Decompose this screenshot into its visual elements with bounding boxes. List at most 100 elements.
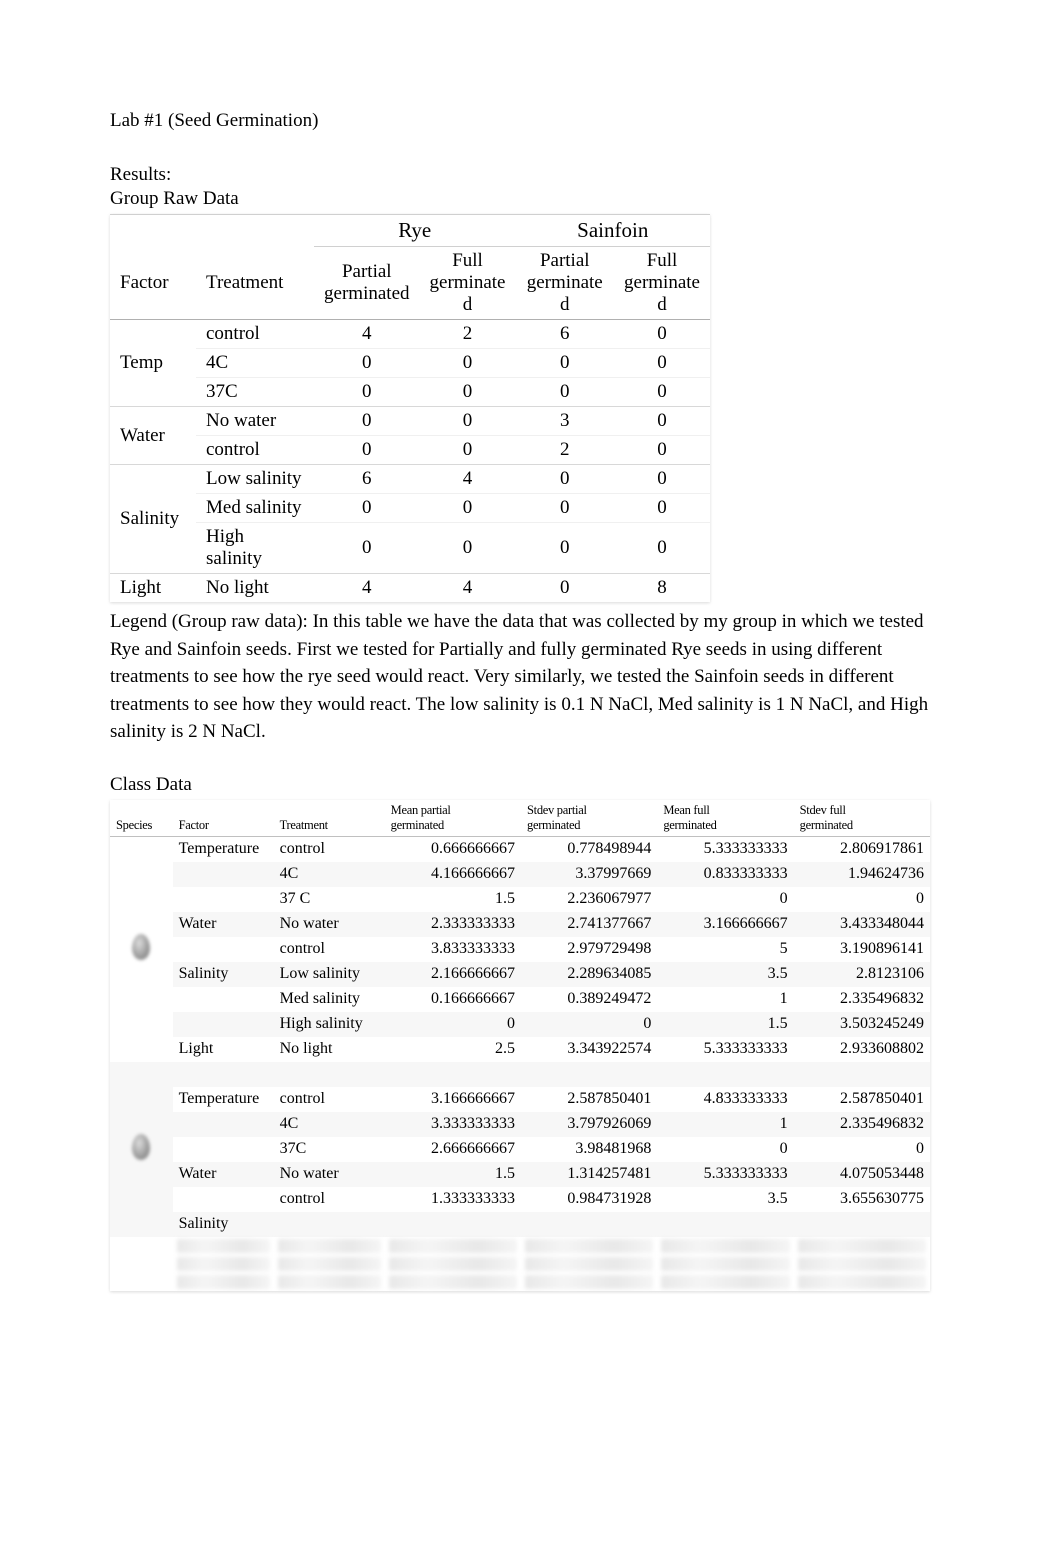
table-row: control1.3333333330.9847319283.53.655630…: [110, 1187, 930, 1212]
value-cell: 0.389249472: [521, 987, 657, 1012]
table-row: 37 C1.52.23606797700: [110, 887, 930, 912]
value-cell: 0: [515, 574, 614, 603]
value-cell: 1.5: [657, 1012, 793, 1037]
value-cell: 2.289634085: [521, 962, 657, 987]
class-data-label: Class Data: [110, 774, 962, 796]
treatment-cell: control: [196, 436, 314, 465]
treatment-cell: Low salinity: [196, 465, 314, 494]
value-cell: 0: [314, 523, 419, 574]
treatment-cell: 37 C: [274, 887, 385, 912]
treatment-cell: 37C: [196, 378, 314, 407]
value-cell: 0: [420, 349, 516, 378]
column-header: Full germinate d: [614, 247, 710, 320]
value-cell: 0: [420, 494, 516, 523]
treatment-cell: control: [274, 836, 385, 862]
value-cell: [521, 1212, 657, 1237]
value-cell: 0.984731928: [521, 1187, 657, 1212]
factor-cell: [173, 1137, 274, 1162]
value-cell: 0: [515, 465, 614, 494]
treatment-cell: Med salinity: [196, 494, 314, 523]
value-cell: 2.741377667: [521, 912, 657, 937]
table-row: 37C2.6666666673.9848196800: [110, 1137, 930, 1162]
species-cell: [110, 1062, 173, 1237]
value-cell: 0: [614, 523, 710, 574]
value-cell: 3.5: [657, 1187, 793, 1212]
factor-cell: [173, 887, 274, 912]
value-cell: [657, 1062, 793, 1087]
treatment-cell: Low salinity: [274, 962, 385, 987]
stdev-full-header: Stdev full germinated: [794, 800, 930, 837]
value-cell: [385, 1062, 521, 1087]
table-header-row: Factor Treatment Partial germinated Full…: [110, 247, 710, 320]
factor-cell: Salinity: [173, 962, 274, 987]
value-cell: 1.5: [385, 887, 521, 912]
value-cell: 0: [614, 349, 710, 378]
group-raw-data-table: Rye Sainfoin Factor Treatment Partial ge…: [110, 214, 710, 602]
value-cell: 2.806917861: [794, 836, 930, 862]
table-row: WaterNo water1.51.3142574815.3333333334.…: [110, 1162, 930, 1187]
value-cell: 3.343922574: [521, 1037, 657, 1062]
treatment-cell: 37C: [274, 1137, 385, 1162]
value-cell: 2.166666667: [385, 962, 521, 987]
value-cell: 4: [420, 574, 516, 603]
obscured-row: [110, 1273, 930, 1291]
value-cell: 4: [314, 320, 419, 349]
factor-cell: [173, 862, 274, 887]
treatment-header: Treatment: [196, 247, 314, 320]
table-row: Temperaturecontrol0.6666666670.778498944…: [110, 836, 930, 862]
table-row: Tempcontrol4260: [110, 320, 710, 349]
value-cell: 0: [614, 320, 710, 349]
value-cell: 2.666666667: [385, 1137, 521, 1162]
treatment-cell: control: [274, 937, 385, 962]
table-row: WaterNo water2.3333333332.7413776673.166…: [110, 912, 930, 937]
class-data-table: Species Factor Treatment Mean partial ge…: [110, 800, 930, 1291]
factor-cell: Water: [110, 407, 196, 465]
factor-cell: Salinity: [173, 1212, 274, 1237]
treatment-cell: control: [274, 1087, 385, 1112]
factor-cell: Water: [173, 912, 274, 937]
value-cell: 0: [794, 887, 930, 912]
treatment-cell: 4C: [274, 862, 385, 887]
obscured-row: [110, 1255, 930, 1273]
value-cell: 5.333333333: [657, 1162, 793, 1187]
table-row: LightNo light4408: [110, 574, 710, 603]
value-cell: 3.797926069: [521, 1112, 657, 1137]
value-cell: 3.98481968: [521, 1137, 657, 1162]
value-cell: 2.933608802: [794, 1037, 930, 1062]
factor-cell: Water: [173, 1162, 274, 1187]
value-cell: 0: [385, 1012, 521, 1037]
species-cell: [110, 836, 173, 1062]
mean-partial-header: Mean partial germinated: [385, 800, 521, 837]
treatment-cell: [274, 1062, 385, 1087]
table-row: SalinityLow salinity2.1666666672.2896340…: [110, 962, 930, 987]
value-cell: 2.587850401: [794, 1087, 930, 1112]
table-row: 37C0000: [110, 378, 710, 407]
table-row: High salinity001.53.503245249: [110, 1012, 930, 1037]
value-cell: 2.8123106: [794, 962, 930, 987]
value-cell: 0: [657, 887, 793, 912]
table-row: 4C4.1666666673.379976690.8333333331.9462…: [110, 862, 930, 887]
treatment-cell: 4C: [274, 1112, 385, 1137]
table-row: SalinityLow salinity6400: [110, 465, 710, 494]
stdev-partial-header: Stdev partial germinated: [521, 800, 657, 837]
table-header-row: Rye Sainfoin: [110, 215, 710, 247]
value-cell: 6: [515, 320, 614, 349]
table-row: Salinity: [110, 1212, 930, 1237]
value-cell: 0: [614, 494, 710, 523]
value-cell: 3.166666667: [385, 1087, 521, 1112]
column-header: Full germinate d: [420, 247, 516, 320]
table-header-row: Species Factor Treatment Mean partial ge…: [110, 800, 930, 837]
value-cell: 8: [614, 574, 710, 603]
value-cell: 2.335496832: [794, 987, 930, 1012]
factor-cell: [173, 987, 274, 1012]
value-cell: 3.833333333: [385, 937, 521, 962]
value-cell: 0: [420, 436, 516, 465]
treatment-cell: No water: [274, 1162, 385, 1187]
value-cell: 3.166666667: [657, 912, 793, 937]
value-cell: 0.666666667: [385, 836, 521, 862]
table-row: control0020: [110, 436, 710, 465]
treatment-cell: 4C: [196, 349, 314, 378]
value-cell: [385, 1212, 521, 1237]
value-cell: 5.333333333: [657, 1037, 793, 1062]
value-cell: 2.236067977: [521, 887, 657, 912]
